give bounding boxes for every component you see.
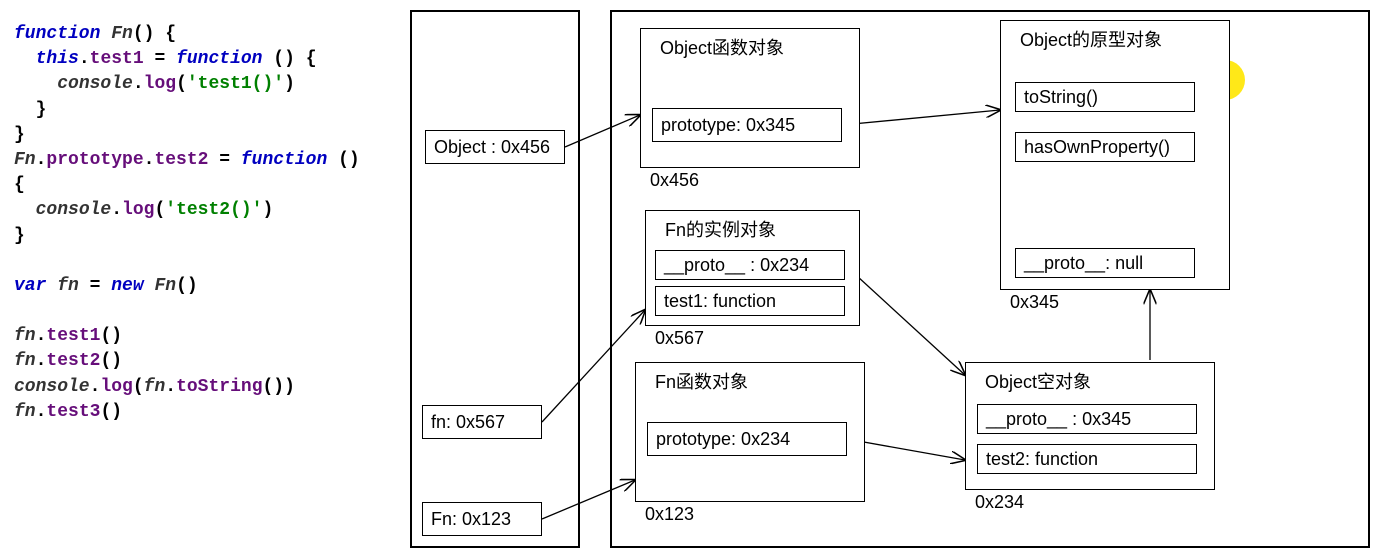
obj-proto-tostr: toString() — [1015, 82, 1195, 112]
stack-fn-ctor: Fn: 0x123 — [422, 502, 542, 536]
stack-fn-inst: fn: 0x567 — [422, 405, 542, 439]
fn-inst-proto: __proto__ : 0x234 — [655, 250, 845, 280]
obj-empty-proto: __proto__ : 0x345 — [977, 404, 1197, 434]
obj-proto-proto: __proto__: null — [1015, 248, 1195, 278]
obj-proto-title: Object的原型对象 — [1020, 26, 1162, 52]
obj-empty-test2: test2: function — [977, 444, 1197, 474]
obj-proto-addr: 0x345 — [1010, 292, 1059, 313]
obj-func-proto: prototype: 0x345 — [652, 108, 842, 142]
obj-func-addr: 0x456 — [650, 170, 699, 191]
obj-empty-addr: 0x234 — [975, 492, 1024, 513]
fn-inst-test1: test1: function — [655, 286, 845, 316]
fn-inst-title: Fn的实例对象 — [665, 216, 776, 242]
fn-inst-addr: 0x567 — [655, 328, 704, 349]
fn-func-addr: 0x123 — [645, 504, 694, 525]
stack-object: Object : 0x456 — [425, 130, 565, 164]
obj-empty-title: Object空对象 — [985, 368, 1091, 394]
code-block: function Fn() { this.test1 = function ()… — [14, 22, 360, 425]
fn-func-proto: prototype: 0x234 — [647, 422, 847, 456]
obj-func-title: Object函数对象 — [660, 34, 784, 60]
stack-col — [410, 10, 580, 548]
prototype-diagram: I Object : 0x456fn: 0x567Fn: 0x123Object… — [410, 10, 1370, 548]
fn-func-title: Fn函数对象 — [655, 368, 748, 394]
obj-proto-hasown: hasOwnProperty() — [1015, 132, 1195, 162]
